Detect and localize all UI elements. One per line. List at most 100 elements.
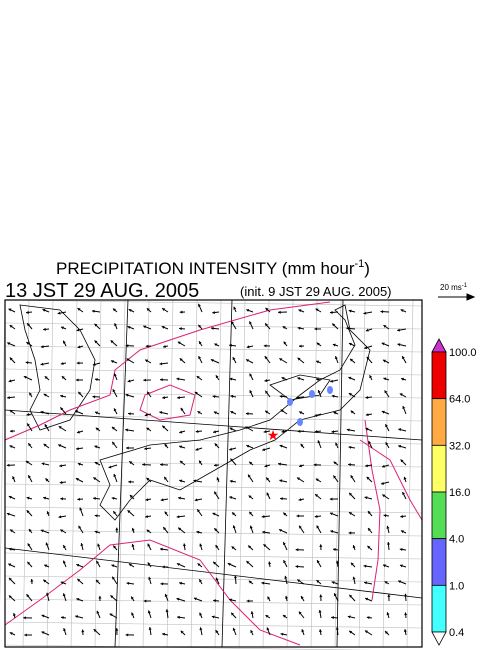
- wind-head: [267, 596, 271, 600]
- wind-head: [214, 343, 218, 347]
- wind-head: [331, 616, 334, 620]
- wind-head: [197, 509, 201, 513]
- grid-line: [4, 414, 423, 422]
- wind-arrow: [60, 529, 67, 534]
- wind-head: [366, 356, 370, 360]
- wind-head: [179, 581, 182, 585]
- wind-head: [42, 308, 46, 312]
- wind-arrow: [314, 327, 322, 331]
- wind-head: [199, 460, 202, 464]
- wind-arrow: [213, 463, 220, 467]
- wind-arrow: [77, 497, 84, 501]
- wind-arrow: [297, 377, 305, 381]
- wind-arrow: [28, 392, 33, 398]
- wind-arrow: [81, 629, 85, 636]
- wind-head: [297, 477, 301, 481]
- wind-head: [363, 311, 367, 315]
- wind-arrow: [60, 616, 67, 620]
- wind-head: [164, 511, 168, 515]
- wind-arrow: [348, 594, 356, 602]
- wind-head: [299, 411, 303, 415]
- wind-arrow: [366, 356, 373, 364]
- wind-arrow: [383, 514, 390, 518]
- wind-arrow: [279, 394, 288, 398]
- wind-arrow: [261, 515, 271, 519]
- wind-arrow: [62, 544, 67, 551]
- wind-arrow: [314, 514, 322, 518]
- wind-arrow: [280, 632, 288, 636]
- wind-head: [41, 631, 45, 635]
- wind-arrow: [231, 321, 237, 330]
- wind-arrow: [213, 527, 220, 534]
- wind-arrow: [110, 360, 118, 364]
- wind-arrow: [23, 375, 33, 381]
- wind-head: [332, 343, 336, 347]
- wind-head: [27, 323, 30, 327]
- wind-head: [229, 479, 233, 483]
- wind-head: [160, 463, 163, 467]
- wind-head: [62, 593, 66, 597]
- wind-head: [279, 394, 283, 398]
- wind-head: [262, 448, 266, 452]
- grid-line: [0, 299, 6, 607]
- grid-line: [46, 299, 54, 648]
- wind-arrow: [350, 562, 356, 568]
- wind-head: [400, 514, 404, 518]
- wind-head: [329, 512, 333, 516]
- wind-head: [367, 545, 371, 549]
- wind-head: [113, 511, 117, 515]
- wind-arrow: [197, 563, 203, 568]
- wind-arrow: [315, 377, 322, 381]
- wind-arrow: [146, 529, 152, 534]
- wind-arrow: [8, 547, 16, 551]
- wind-arrow: [146, 307, 152, 313]
- wind-head: [230, 394, 234, 398]
- grid-line: [4, 552, 423, 560]
- wind-head: [232, 512, 235, 516]
- wind-head: [397, 343, 401, 347]
- grid-line: [142, 299, 150, 648]
- wind-head: [280, 409, 284, 413]
- wind-head: [279, 444, 283, 448]
- wind-arrow: [94, 445, 101, 449]
- wind-head: [245, 412, 249, 416]
- wind-arrow: [94, 340, 101, 347]
- wind-arrow: [94, 530, 101, 534]
- wind-head: [60, 361, 64, 366]
- wind-head: [297, 377, 301, 381]
- wind-head: [213, 411, 217, 415]
- wind-head: [62, 560, 66, 564]
- wind-arrow: [164, 593, 169, 602]
- wind-arrow: [246, 444, 254, 449]
- wind-head: [246, 599, 250, 603]
- wind-head: [91, 309, 95, 313]
- title-close: ): [364, 259, 370, 278]
- wind-arrow: [112, 389, 118, 398]
- wind-head: [147, 562, 151, 566]
- wind-head: [60, 616, 64, 620]
- wind-arrow: [352, 576, 356, 585]
- wind-head: [113, 473, 117, 477]
- wind-arrow: [318, 609, 322, 619]
- wind-head: [295, 564, 299, 569]
- wind-arrow: [349, 358, 356, 364]
- wind-head: [199, 579, 202, 583]
- wind-arrow: [298, 525, 305, 534]
- wind-head: [77, 497, 81, 501]
- wind-arrow: [12, 612, 16, 619]
- wind-head: [128, 563, 132, 567]
- wind-head: [77, 308, 81, 311]
- colorbar: 100.0 64.0 32.0 16.0 4.0 1.0 0.4: [431, 338, 477, 646]
- wind-head: [94, 514, 98, 518]
- wind-arrow: [265, 307, 271, 313]
- wind-arrow: [246, 308, 254, 313]
- wind-arrow: [109, 613, 118, 619]
- wind-head: [40, 345, 44, 349]
- wind-head: [160, 582, 164, 586]
- grid-line: [4, 345, 423, 353]
- wind-arrow: [384, 390, 390, 398]
- wind-arrow: [216, 477, 220, 483]
- wind-head: [194, 498, 198, 502]
- wind-arrow: [115, 527, 119, 534]
